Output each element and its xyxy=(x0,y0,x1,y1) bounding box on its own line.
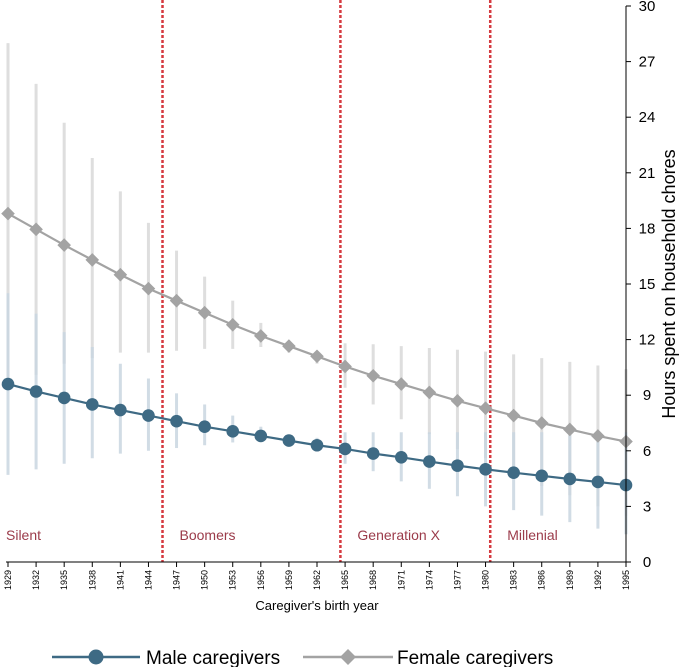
female-point xyxy=(169,293,184,308)
legend-male-label: Male caregivers xyxy=(146,648,280,667)
male-point xyxy=(310,438,324,452)
generation-label: Silent xyxy=(6,527,41,543)
legend-female-marker xyxy=(340,649,356,665)
y-tick-label: 6 xyxy=(643,443,651,460)
male-point xyxy=(591,475,605,489)
female-point xyxy=(29,222,43,237)
y-tick-label: 21 xyxy=(639,165,656,182)
female-series-line xyxy=(7,212,627,443)
male-point xyxy=(29,385,43,398)
y-tick-label: 15 xyxy=(639,276,656,293)
confidence-intervals xyxy=(6,43,628,535)
x-tick-label: 1959 xyxy=(284,570,294,590)
female-point xyxy=(478,401,493,415)
female-point xyxy=(57,238,71,252)
generation-label: Generation X xyxy=(357,527,440,543)
male-point xyxy=(85,398,99,411)
male-point xyxy=(451,459,464,472)
male-point xyxy=(479,463,492,476)
x-tick-label: 1983 xyxy=(509,570,519,590)
female-point xyxy=(85,253,100,267)
generation-dividers xyxy=(161,0,492,562)
y-axis-title: Hours spent on household chores xyxy=(659,149,679,418)
legend-female-label: Female caregivers xyxy=(397,648,553,667)
male-point xyxy=(282,434,296,447)
male-point xyxy=(366,447,380,460)
y-tick-label: 27 xyxy=(639,54,656,71)
x-tick-label: 1953 xyxy=(228,570,238,590)
x-axis-title: Caregiver's birth year xyxy=(255,598,379,613)
female-point xyxy=(394,377,409,391)
x-tick-label: 1980 xyxy=(481,570,491,590)
x-tick-label: 1947 xyxy=(172,570,182,590)
female-point xyxy=(1,206,15,221)
female-point xyxy=(197,305,212,320)
female-point xyxy=(506,408,521,423)
male-point xyxy=(170,414,183,428)
y-tick-label: 0 xyxy=(643,554,651,571)
male-point xyxy=(338,442,352,456)
x-tick-label: 1989 xyxy=(565,570,575,590)
y-tick-label: 9 xyxy=(643,387,651,404)
female-point xyxy=(591,429,605,443)
generation-label: Millenial xyxy=(507,527,558,543)
male-point xyxy=(142,409,155,422)
female-point xyxy=(113,267,128,282)
x-tick-label: 1995 xyxy=(621,570,631,590)
male-point xyxy=(226,425,240,438)
male-point xyxy=(563,472,577,486)
y-tick-label: 18 xyxy=(639,220,656,237)
female-point xyxy=(225,317,240,332)
x-tick-label: 1932 xyxy=(31,570,41,590)
x-tick-label: 1977 xyxy=(452,570,462,590)
male-point xyxy=(57,391,71,405)
female-point xyxy=(422,385,437,400)
x-tick-label: 1962 xyxy=(312,570,322,590)
female-point xyxy=(450,393,465,408)
y-tick-label: 24 xyxy=(639,109,656,126)
x-tick-label: 1986 xyxy=(537,570,547,590)
y-tick-label: 30 xyxy=(639,0,656,15)
male-point xyxy=(198,420,211,434)
female-point xyxy=(310,349,324,364)
x-tick-label: 1974 xyxy=(424,570,434,590)
male-point xyxy=(535,469,549,483)
female-point xyxy=(141,281,156,296)
male-point xyxy=(423,455,436,468)
x-tick-label: 1971 xyxy=(396,570,406,590)
x-tick-label: 1929 xyxy=(3,570,13,590)
legend: Male caregivers Female caregivers xyxy=(52,648,553,667)
female-point xyxy=(563,422,577,437)
male-point xyxy=(1,377,15,391)
male-point xyxy=(114,403,127,417)
x-tick-label: 1968 xyxy=(368,570,378,590)
x-tick-label: 1950 xyxy=(200,570,210,590)
generation-label: Boomers xyxy=(180,527,236,543)
x-tick-label: 1941 xyxy=(115,570,125,590)
female-point xyxy=(282,339,296,353)
female-point xyxy=(534,416,549,430)
y-tick-label: 3 xyxy=(643,498,651,515)
legend-male-marker xyxy=(88,649,104,665)
male-point xyxy=(254,429,268,443)
male-point xyxy=(507,466,520,479)
y-tick-label: 12 xyxy=(639,332,656,349)
x-tick-label: 1992 xyxy=(593,570,603,590)
x-tick-label: 1944 xyxy=(143,570,153,590)
x-tick-label: 1938 xyxy=(87,570,97,590)
male-point xyxy=(394,450,408,464)
female-point xyxy=(366,368,380,383)
x-tick-label: 1965 xyxy=(340,570,350,590)
generation-labels: Silent Boomers Generation X Millenial xyxy=(6,527,558,543)
x-tick-label: 1956 xyxy=(256,570,266,590)
female-point xyxy=(338,359,352,374)
x-tick-label: 1935 xyxy=(59,570,69,590)
female-point xyxy=(254,329,268,343)
series-markers xyxy=(1,206,633,492)
male-series-line xyxy=(7,383,627,487)
axes: 1929 1932 1935 1938 1941 1944 1947 1950 1953 1956… xyxy=(3,0,679,613)
